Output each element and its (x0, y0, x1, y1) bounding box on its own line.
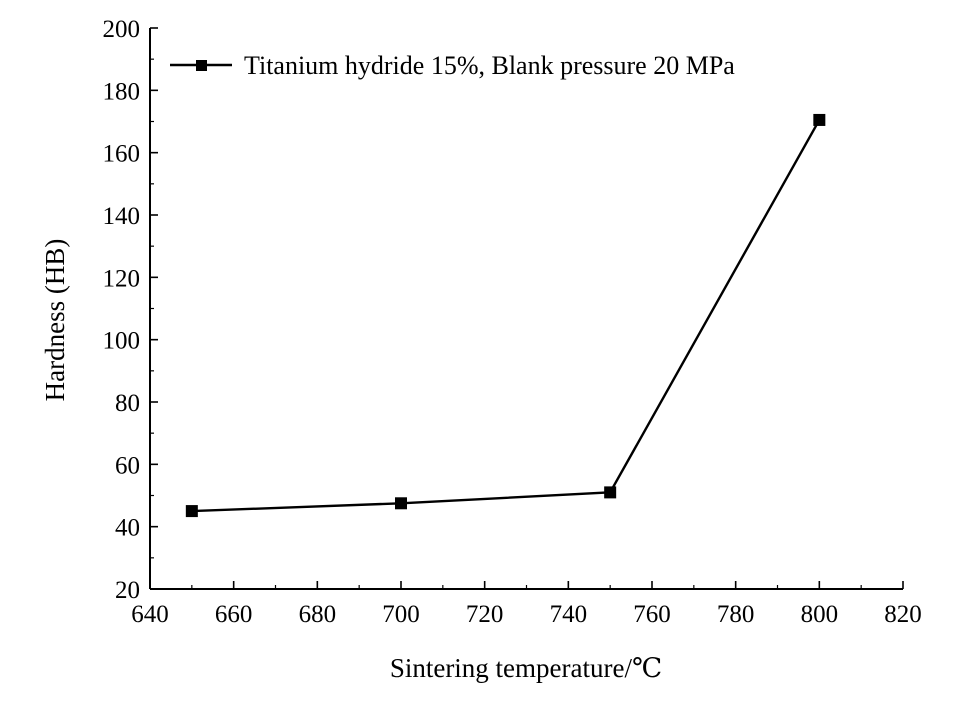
series-line (191, 119, 821, 513)
x-tick-label: 740 (550, 601, 588, 628)
x-tick-label: 820 (884, 601, 922, 628)
y-ticks: 20 40 60 80 100 120 140 160 180 200 (103, 16, 158, 604)
x-tick-label: 700 (382, 601, 420, 628)
data-point-marker (185, 505, 198, 518)
y-tick-label: 40 (115, 515, 140, 542)
y-tick-label: 180 (103, 78, 141, 105)
legend-label: Titanium hydride 15%, Blank pressure 20 … (244, 51, 735, 80)
data-point-marker (813, 113, 826, 126)
y-tick-label: 160 (103, 141, 141, 168)
x-tick-label: 760 (633, 601, 671, 628)
x-axis-title: Sintering temperature/℃ (390, 653, 662, 683)
legend-marker-square (196, 60, 207, 71)
y-tick-label: 60 (115, 452, 140, 479)
x-tick-label: 640 (131, 601, 169, 628)
y-tick-label: 20 (115, 577, 140, 604)
series-layer (185, 113, 826, 518)
y-tick-label: 100 (103, 328, 141, 355)
y-tick-label: 120 (103, 265, 141, 292)
data-point-marker (604, 486, 617, 499)
legend: Titanium hydride 15%, Blank pressure 20 … (170, 51, 735, 80)
x-tick-label: 800 (801, 601, 839, 628)
x-tick-label: 780 (717, 601, 755, 628)
data-point-marker (395, 497, 407, 510)
x-tick-label: 680 (299, 601, 337, 628)
y-tick-label: 200 (103, 16, 141, 43)
x-ticks: 640 660 680 700 720 740 760 780 800 820 (131, 581, 922, 628)
y-axis-title: Hardness (HB) (40, 239, 70, 402)
x-tick-label: 660 (215, 601, 253, 628)
x-tick-label: 720 (466, 601, 504, 628)
plot-frame (149, 28, 903, 590)
y-tick-label: 80 (115, 390, 140, 417)
y-tick-label: 140 (103, 203, 141, 230)
